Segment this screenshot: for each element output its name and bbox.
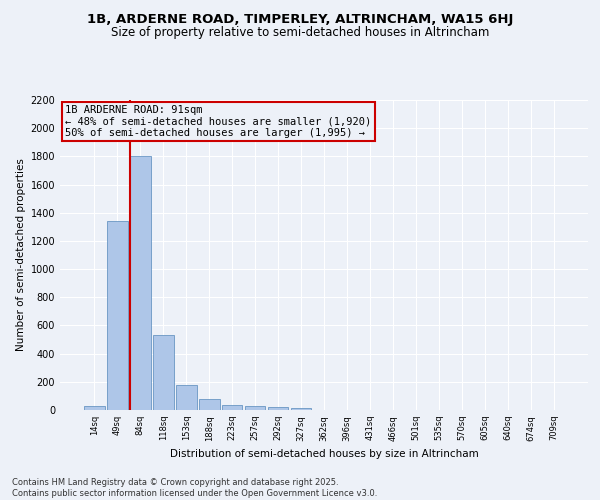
Text: Contains HM Land Registry data © Crown copyright and database right 2025.
Contai: Contains HM Land Registry data © Crown c… — [12, 478, 377, 498]
X-axis label: Distribution of semi-detached houses by size in Altrincham: Distribution of semi-detached houses by … — [170, 449, 478, 459]
Bar — [290, 408, 311, 410]
Bar — [245, 406, 265, 410]
Bar — [84, 406, 104, 410]
Bar — [107, 221, 128, 410]
Bar — [199, 398, 220, 410]
Bar — [222, 405, 242, 410]
Bar — [130, 156, 151, 410]
Y-axis label: Number of semi-detached properties: Number of semi-detached properties — [16, 158, 26, 352]
Text: 1B ARDERNE ROAD: 91sqm
← 48% of semi-detached houses are smaller (1,920)
50% of : 1B ARDERNE ROAD: 91sqm ← 48% of semi-det… — [65, 104, 371, 138]
Bar — [268, 407, 289, 410]
Bar — [176, 386, 197, 410]
Text: 1B, ARDERNE ROAD, TIMPERLEY, ALTRINCHAM, WA15 6HJ: 1B, ARDERNE ROAD, TIMPERLEY, ALTRINCHAM,… — [87, 12, 513, 26]
Text: Size of property relative to semi-detached houses in Altrincham: Size of property relative to semi-detach… — [111, 26, 489, 39]
Bar — [153, 334, 173, 410]
